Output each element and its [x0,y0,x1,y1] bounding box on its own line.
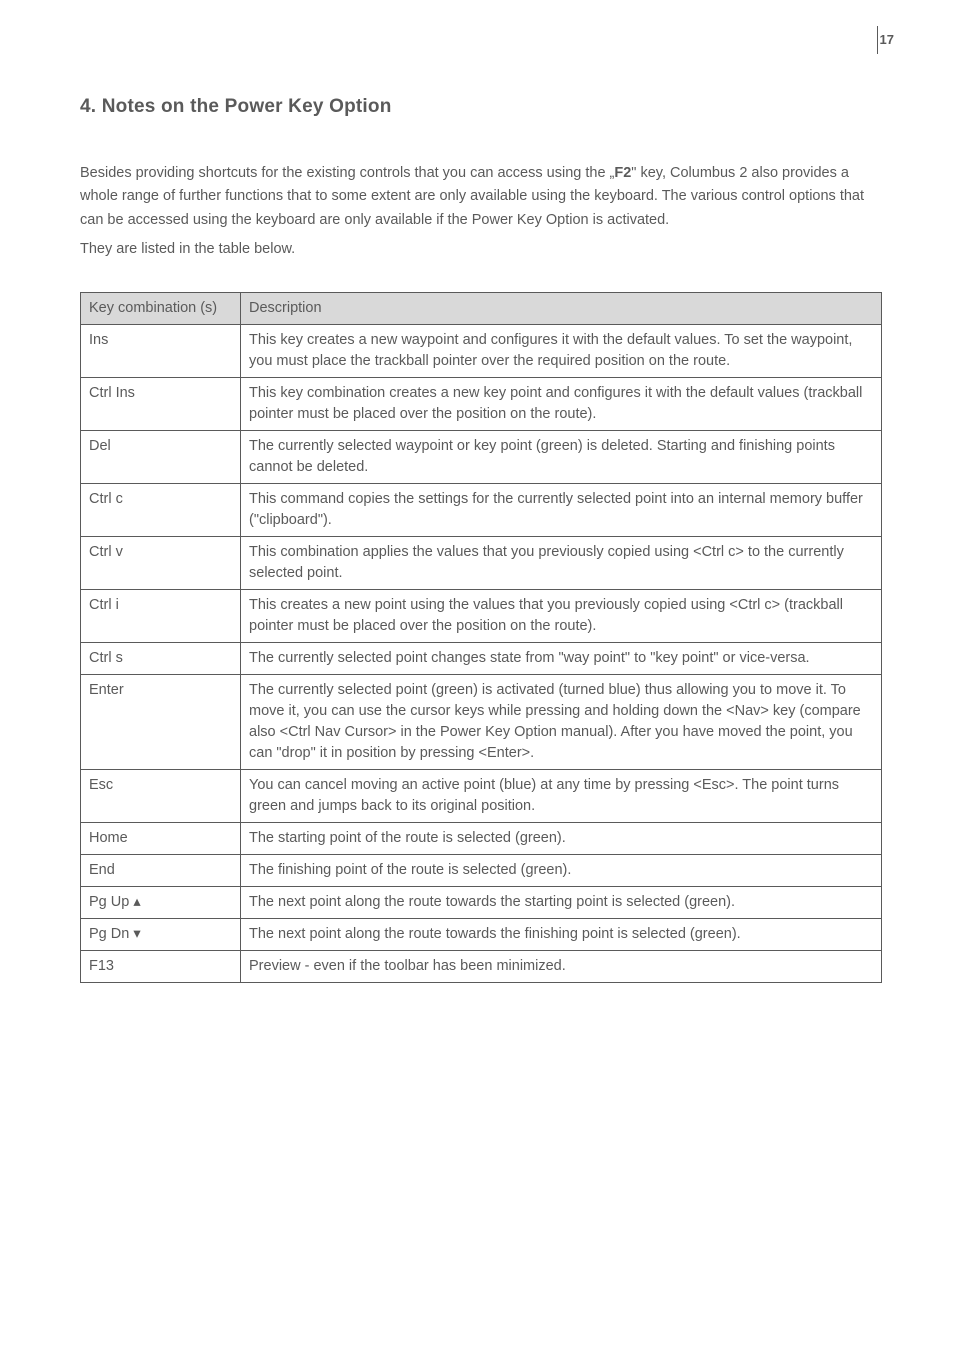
table-row: Pg Up ▴ The next point along the route t… [81,887,882,919]
table-row: Ins This key creates a new waypoint and … [81,324,882,377]
header-key-combination: Key combination (s) [81,292,241,324]
cell-desc: The next point along the route towards t… [241,919,882,951]
intro-paragraph-1: Besides providing shortcuts for the exis… [80,162,882,232]
cell-key: Ctrl Ins [81,377,241,430]
cell-desc: This key combination creates a new key p… [241,377,882,430]
intro-text-a: Besides providing shortcuts for the exis… [80,165,614,181]
section-title: 4. Notes on the Power Key Option [80,96,882,118]
cell-key: Enter [81,675,241,770]
table-row: F13 Preview - even if the toolbar has be… [81,951,882,983]
table-row: Home The starting point of the route is … [81,823,882,855]
cell-desc: This command copies the settings for the… [241,484,882,537]
page-number-text: 17 [880,32,894,47]
cell-desc: The currently selected point (green) is … [241,675,882,770]
cell-key: Home [81,823,241,855]
cell-key: Ins [81,324,241,377]
cell-key: Ctrl i [81,590,241,643]
table-row: Enter The currently selected point (gree… [81,675,882,770]
table-row: End The finishing point of the route is … [81,855,882,887]
cell-desc: The starting point of the route is selec… [241,823,882,855]
cell-desc: This creates a new point using the value… [241,590,882,643]
cell-desc: The finishing point of the route is sele… [241,855,882,887]
table-row: Pg Dn ▾ The next point along the route t… [81,919,882,951]
page-number-bar [877,26,878,54]
cell-key: End [81,855,241,887]
cell-desc: The currently selected waypoint or key p… [241,431,882,484]
table-row: Ctrl s The currently selected point chan… [81,643,882,675]
cell-key: Ctrl v [81,537,241,590]
cell-desc: The currently selected point changes sta… [241,643,882,675]
cell-key: Esc [81,770,241,823]
table-row: Ctrl i This creates a new point using th… [81,590,882,643]
intro-bold-f2: F2 [614,165,631,181]
header-description: Description [241,292,882,324]
shortcuts-table: Key combination (s) Description Ins This… [80,292,882,983]
cell-key: Pg Up ▴ [81,887,241,919]
intro-paragraph-2: They are listed in the table below. [80,238,882,261]
cell-key: Del [81,431,241,484]
cell-desc: The next point along the route towards t… [241,887,882,919]
cell-desc: Preview - even if the toolbar has been m… [241,951,882,983]
table-row: Del The currently selected waypoint or k… [81,431,882,484]
table-row: Esc You can cancel moving an active poin… [81,770,882,823]
page-container: 17 4. Notes on the Power Key Option Besi… [0,0,954,1350]
table-row: Ctrl v This combination applies the valu… [81,537,882,590]
cell-desc: This key creates a new waypoint and conf… [241,324,882,377]
table-header-row: Key combination (s) Description [81,292,882,324]
page-number: 17 [877,32,894,60]
cell-key: F13 [81,951,241,983]
table-row: Ctrl c This command copies the settings … [81,484,882,537]
cell-desc: This combination applies the values that… [241,537,882,590]
cell-key: Pg Dn ▾ [81,919,241,951]
cell-desc: You can cancel moving an active point (b… [241,770,882,823]
table-row: Ctrl Ins This key combination creates a … [81,377,882,430]
cell-key: Ctrl c [81,484,241,537]
cell-key: Ctrl s [81,643,241,675]
